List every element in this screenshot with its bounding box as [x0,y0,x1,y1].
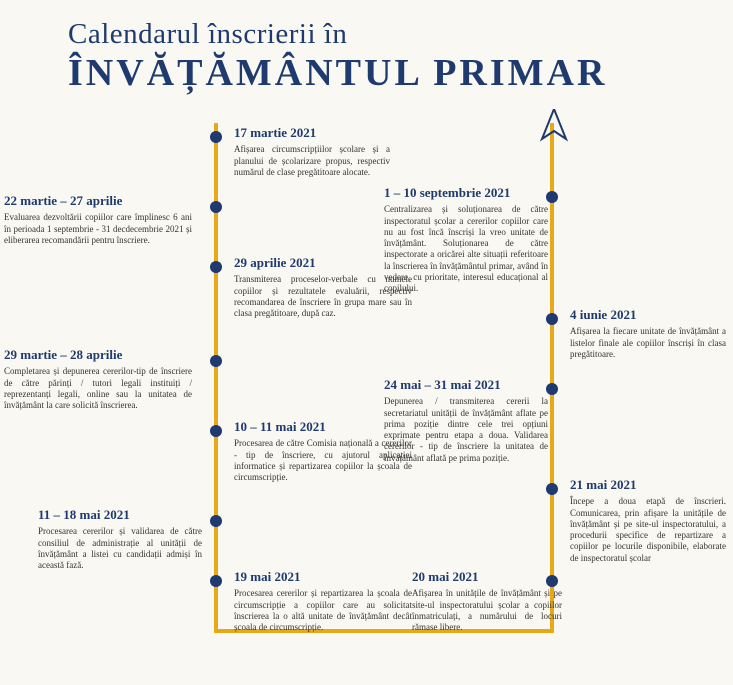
timeline-event-date: 1 – 10 septembrie 2021 [384,185,548,201]
title-line-2: ÎNVĂȚĂMÂNTUL PRIMAR [68,51,733,95]
timeline-canvas: 22 martie – 27 aprilie Evaluarea dezvoltă… [0,107,733,677]
timeline-event-desc: Afișarea circumscripțiilor școlare și a … [234,144,390,178]
timeline-event-date: 24 mai – 31 mai 2021 [384,377,548,393]
timeline-event-desc: Completarea și depunerea cererilor-tip d… [4,366,192,411]
timeline-event-desc: Afișarea în unitățile de învățământ și p… [412,588,562,633]
timeline-dot [210,575,222,587]
timeline-event: 21 mai 2021 Începe a doua etapă de înscri… [570,477,726,564]
timeline-event: 24 mai – 31 mai 2021 Depunerea / transmit… [384,377,548,464]
timeline-event-desc: Afișarea la fiecare unitate de învățămân… [570,326,726,360]
timeline-event: 22 martie – 27 aprilie Evaluarea dezvoltă… [4,193,192,246]
title-line-1: Calendarul înscrierii în [68,18,733,51]
timeline-event-date: 22 martie – 27 aprilie [4,193,192,209]
timeline-dot [546,191,558,203]
timeline-dot [210,131,222,143]
timeline-event: 4 iunie 2021 Afișarea la fiecare unitate … [570,307,726,360]
timeline-event-desc: Evaluarea dezvoltării copiilor care împl… [4,212,192,246]
timeline-dot [210,515,222,527]
timeline-event: 11 – 18 mai 2021 Procesarea cererilor și … [38,507,202,571]
timeline-dot [546,483,558,495]
timeline-dot [546,313,558,325]
timeline-dot [546,383,558,395]
timeline-event-desc: Procesarea cererilor și repartizarea la … [234,588,412,633]
timeline-event-date: 11 – 18 mai 2021 [38,507,202,523]
timeline-event-date: 17 martie 2021 [234,125,390,141]
arrow-up-icon [540,109,568,150]
timeline-event-desc: Procesarea cererilor și validarea de căt… [38,526,202,571]
timeline-dot [546,575,558,587]
timeline-event-date: 19 mai 2021 [234,569,412,585]
timeline-event-desc: Depunerea / transmiterea cererii la secr… [384,396,548,464]
timeline-event-desc: Începe a doua etapă de înscrieri. Comuni… [570,496,726,564]
timeline-event-date: 21 mai 2021 [570,477,726,493]
timeline-event: 17 martie 2021 Afișarea circumscripțiilor… [234,125,390,178]
timeline-event: 20 mai 2021 Afișarea în unitățile de învă… [412,569,562,633]
timeline-vertical-line [214,123,218,631]
timeline-dot [210,425,222,437]
page-title: Calendarul înscrierii în ÎNVĂȚĂMÂNTUL PR… [0,0,733,107]
timeline-event-date: 4 iunie 2021 [570,307,726,323]
timeline-event-date: 20 mai 2021 [412,569,562,585]
timeline-event: 1 – 10 septembrie 2021 Centralizarea și s… [384,185,548,294]
timeline-dot [210,201,222,213]
timeline-event: 29 martie – 28 aprilie Completarea și dep… [4,347,192,411]
timeline-event: 19 mai 2021 Procesarea cererilor și repar… [234,569,412,633]
timeline-event-desc: Centralizarea și soluționarea de către i… [384,204,548,294]
timeline-event-date: 29 martie – 28 aprilie [4,347,192,363]
timeline-dot [210,261,222,273]
timeline-dot [210,355,222,367]
